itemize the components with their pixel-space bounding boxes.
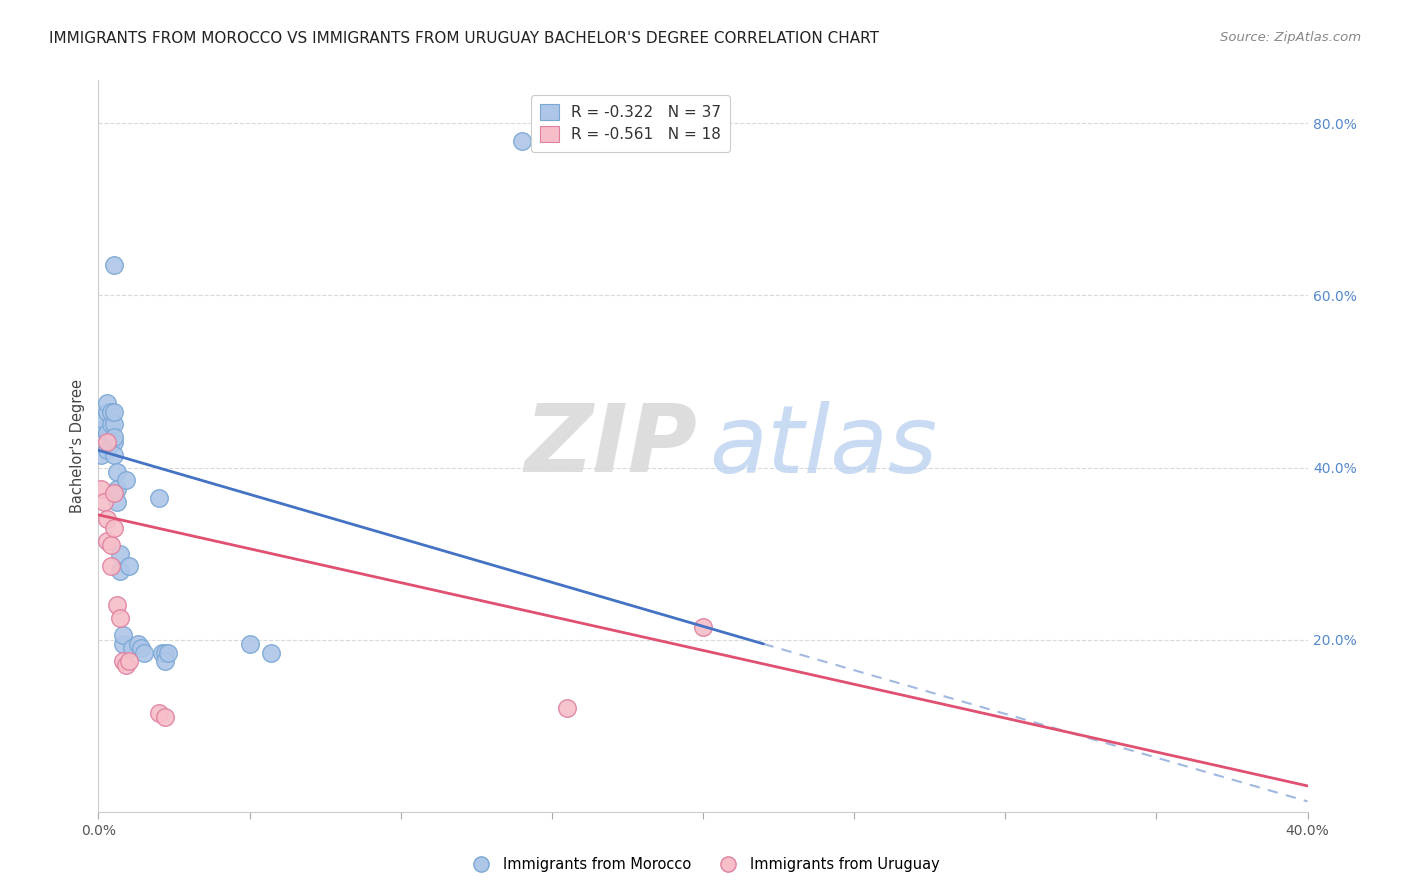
- Point: [114, 658, 136, 673]
- Point: [103, 448, 125, 462]
- Point: [103, 417, 125, 432]
- Point: [103, 258, 125, 272]
- Point: [105, 598, 128, 612]
- Point: [100, 404, 122, 418]
- Point: [692, 620, 714, 634]
- Y-axis label: Bachelor's Degree: Bachelor's Degree: [70, 379, 86, 513]
- Point: [111, 654, 134, 668]
- Point: [93, 413, 115, 427]
- Point: [100, 417, 122, 432]
- Point: [96, 426, 118, 441]
- Point: [103, 434, 125, 449]
- Point: [96, 396, 118, 410]
- Point: [105, 482, 128, 496]
- Point: [148, 706, 170, 720]
- Point: [108, 547, 131, 561]
- Point: [103, 430, 125, 444]
- Point: [510, 134, 533, 148]
- Point: [114, 474, 136, 488]
- Point: [90, 482, 112, 496]
- Point: [260, 646, 283, 660]
- Point: [90, 448, 112, 462]
- Point: [156, 646, 179, 660]
- Point: [118, 559, 141, 574]
- Point: [93, 495, 115, 509]
- Point: [103, 404, 125, 418]
- Point: [239, 637, 262, 651]
- Text: ZIP: ZIP: [524, 400, 697, 492]
- Point: [96, 443, 118, 458]
- Point: [129, 641, 152, 656]
- Point: [148, 491, 170, 505]
- Point: [118, 654, 141, 668]
- Point: [100, 559, 122, 574]
- Point: [105, 465, 128, 479]
- Point: [555, 701, 578, 715]
- Text: atlas: atlas: [709, 401, 938, 491]
- Point: [132, 646, 155, 660]
- Point: [103, 486, 125, 500]
- Point: [96, 404, 118, 418]
- Point: [96, 512, 118, 526]
- Point: [108, 611, 131, 625]
- Point: [100, 538, 122, 552]
- Point: [96, 434, 118, 449]
- Point: [103, 521, 125, 535]
- Point: [96, 533, 118, 548]
- Point: [127, 637, 149, 651]
- Text: Source: ZipAtlas.com: Source: ZipAtlas.com: [1220, 31, 1361, 45]
- Point: [105, 495, 128, 509]
- Point: [111, 628, 134, 642]
- Point: [153, 710, 176, 724]
- Point: [93, 422, 115, 436]
- Legend: Immigrants from Morocco, Immigrants from Uruguay: Immigrants from Morocco, Immigrants from…: [461, 851, 945, 878]
- Point: [153, 654, 176, 668]
- Point: [108, 564, 131, 578]
- Point: [150, 646, 173, 660]
- Text: IMMIGRANTS FROM MOROCCO VS IMMIGRANTS FROM URUGUAY BACHELOR'S DEGREE CORRELATION: IMMIGRANTS FROM MOROCCO VS IMMIGRANTS FR…: [49, 31, 879, 46]
- Point: [153, 646, 176, 660]
- Legend: R = -0.322   N = 37, R = -0.561   N = 18: R = -0.322 N = 37, R = -0.561 N = 18: [531, 95, 730, 152]
- Point: [121, 641, 143, 656]
- Point: [111, 637, 134, 651]
- Point: [100, 434, 122, 449]
